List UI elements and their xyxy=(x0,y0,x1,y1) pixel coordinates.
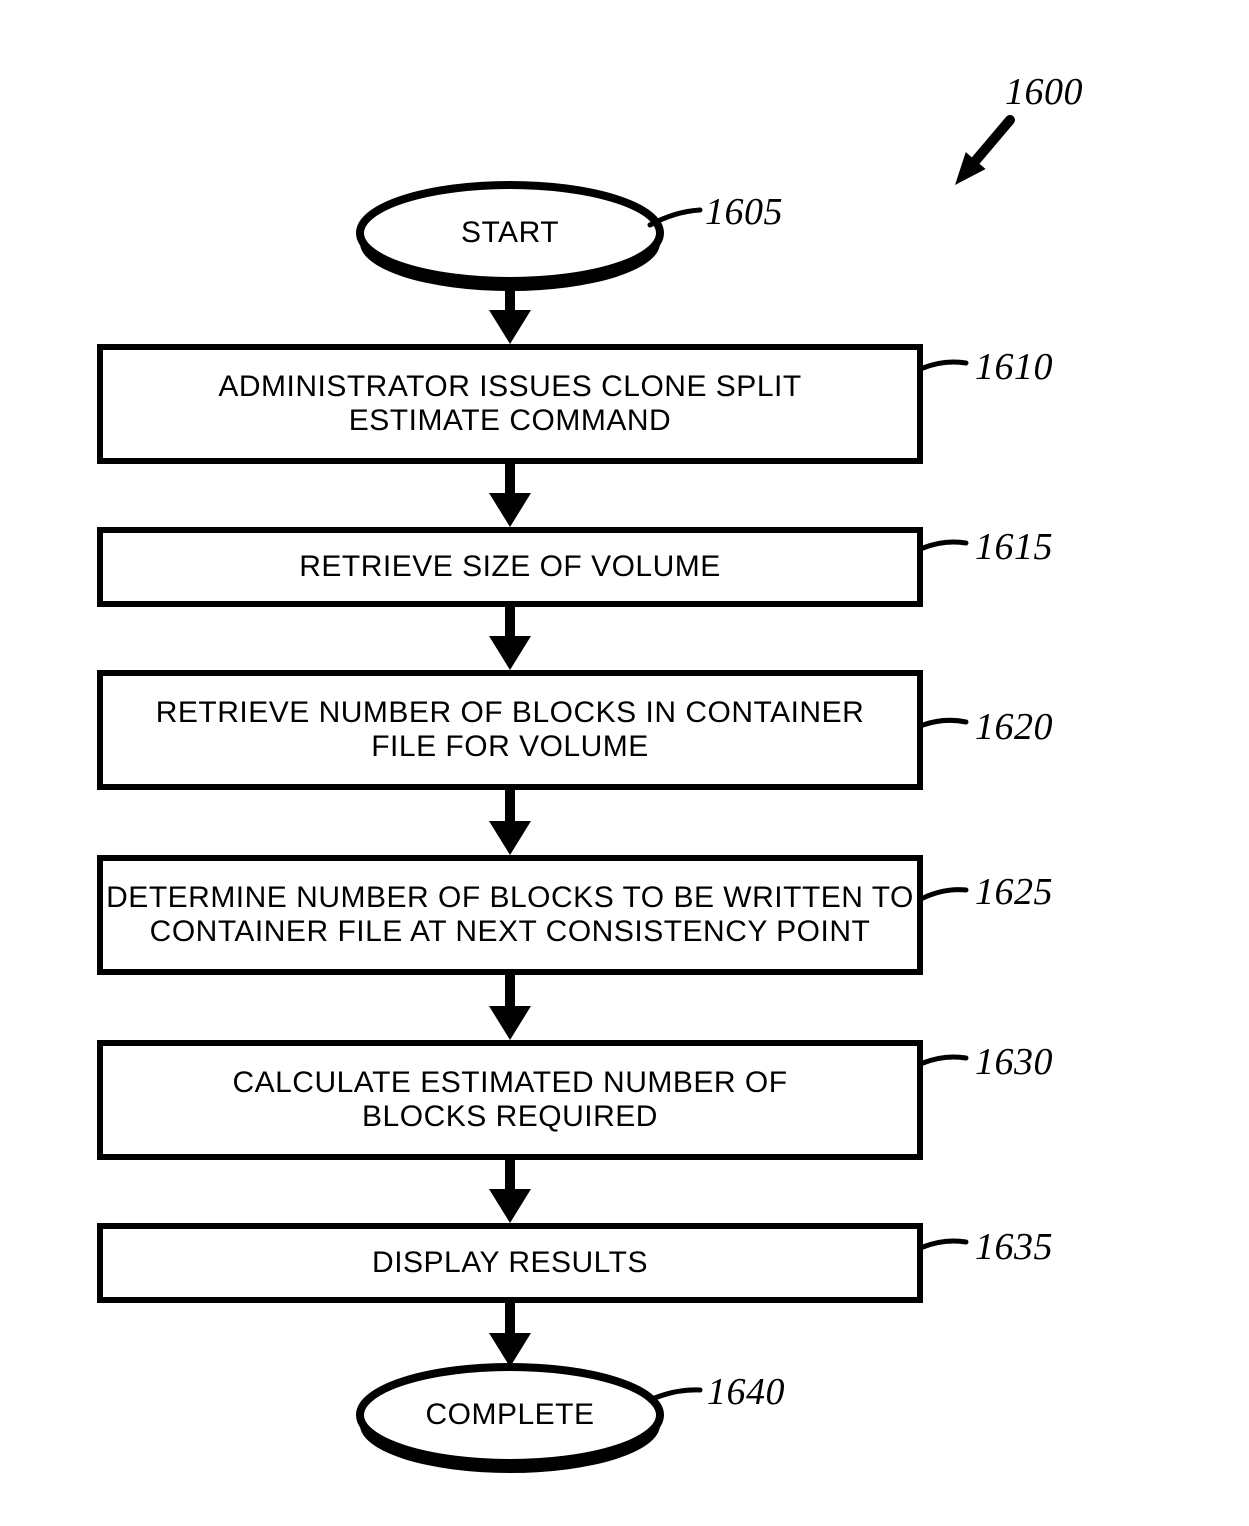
ref-label-1625: 1625 xyxy=(975,870,1053,914)
process-n1625: DETERMINE NUMBER OF BLOCKS TO BE WRITTEN… xyxy=(97,855,923,975)
process-n1620: RETRIEVE NUMBER OF BLOCKS IN CONTAINERFI… xyxy=(97,670,923,790)
leader-line-2 xyxy=(917,537,972,554)
flow-arrow-6 xyxy=(485,1303,535,1367)
process-n1630-label: CALCULATE ESTIMATED NUMBER OFBLOCKS REQU… xyxy=(103,1066,917,1135)
ref-label-1640: 1640 xyxy=(707,1370,785,1414)
leader-line-6 xyxy=(917,1236,972,1253)
flow-arrow-2 xyxy=(485,607,535,670)
flowchart-canvas: STARTADMINISTRATOR ISSUES CLONE SPLITEST… xyxy=(0,0,1249,1526)
ref-label-1615: 1615 xyxy=(975,525,1053,569)
ref-label-1605: 1605 xyxy=(705,190,783,234)
process-n1635: DISPLAY RESULTS xyxy=(97,1223,923,1303)
flow-arrow-1 xyxy=(485,464,535,527)
process-n1610-label: ADMINISTRATOR ISSUES CLONE SPLITESTIMATE… xyxy=(103,370,917,439)
leader-line-5 xyxy=(917,1052,972,1069)
leader-line-4 xyxy=(917,884,972,904)
ref-label-1620: 1620 xyxy=(975,705,1053,749)
ref-label-1635: 1635 xyxy=(975,1225,1053,1269)
process-n1630: CALCULATE ESTIMATED NUMBER OFBLOCKS REQU… xyxy=(97,1040,923,1160)
flow-arrow-5 xyxy=(485,1160,535,1223)
complete-terminator xyxy=(338,1345,682,1495)
ref-label-1610: 1610 xyxy=(975,345,1053,389)
leader-line-0 xyxy=(644,204,706,231)
flow-arrow-0 xyxy=(485,281,535,344)
process-n1620-label: RETRIEVE NUMBER OF BLOCKS IN CONTAINERFI… xyxy=(103,696,917,765)
flow-arrow-4 xyxy=(485,975,535,1040)
process-n1615-label: RETRIEVE SIZE OF VOLUME xyxy=(103,550,917,585)
process-n1625-label: DETERMINE NUMBER OF BLOCKS TO BE WRITTEN… xyxy=(103,881,917,950)
leader-line-3 xyxy=(917,716,972,731)
leader-line-1 xyxy=(917,357,972,374)
leader-line-7 xyxy=(644,1384,706,1406)
ref-label-1630: 1630 xyxy=(975,1040,1053,1084)
process-n1635-label: DISPLAY RESULTS xyxy=(103,1246,917,1281)
ref-label-1600: 1600 xyxy=(1005,70,1083,114)
process-n1615: RETRIEVE SIZE OF VOLUME xyxy=(97,527,923,607)
flow-arrow-3 xyxy=(485,790,535,855)
process-n1610: ADMINISTRATOR ISSUES CLONE SPLITESTIMATE… xyxy=(97,344,923,464)
